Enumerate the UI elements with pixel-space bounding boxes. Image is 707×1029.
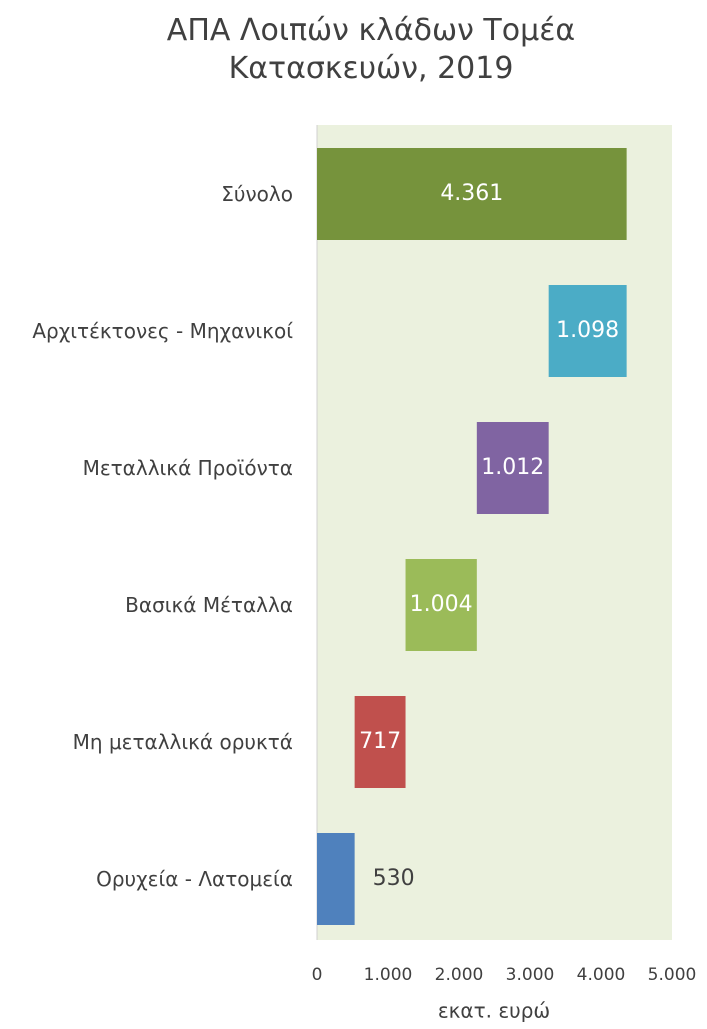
bar [317, 148, 627, 240]
x-tick-label: 0 [312, 965, 323, 985]
x-tick-label: 4.000 [577, 965, 626, 985]
title-block: ΑΠΑ Λοιπών κλάδων Τομέα Κατασκευών, 2019 [0, 12, 707, 88]
x-tick-label: 2.000 [435, 965, 484, 985]
bar [405, 559, 477, 651]
bar [317, 833, 355, 925]
category-label: Μεταλλικά Προϊόντα [82, 456, 293, 480]
bar [548, 285, 627, 377]
category-label: Σύνολο [221, 182, 293, 206]
x-tick-label: 3.000 [506, 965, 555, 985]
chart-subtitle: Κατασκευών, 2019 [228, 51, 514, 86]
data-label: 1.012 [481, 455, 544, 480]
data-label: 717 [359, 729, 401, 754]
category-label: Αρχιτέκτονες - Μηχανικοί [32, 319, 293, 343]
data-label: 1.098 [556, 318, 619, 343]
plot-area [317, 125, 672, 940]
bar [476, 422, 549, 514]
x-tick-label: 5.000 [648, 965, 697, 985]
category-label: Ορυχεία - Λατομεία [96, 867, 293, 891]
category-label: Μη μεταλλικά ορυκτά [72, 730, 293, 754]
x-tick-label: 1.000 [364, 965, 413, 985]
chart-title: ΑΠΑ Λοιπών κλάδων Τομέα [166, 13, 576, 48]
data-label: 1.004 [410, 592, 473, 617]
data-label: 4.361 [440, 181, 503, 206]
data-label: 530 [373, 866, 415, 891]
bar [354, 696, 406, 788]
x-axis-label: εκατ. ευρώ [438, 999, 550, 1023]
category-label: Βασικά Μέταλλα [125, 593, 293, 617]
